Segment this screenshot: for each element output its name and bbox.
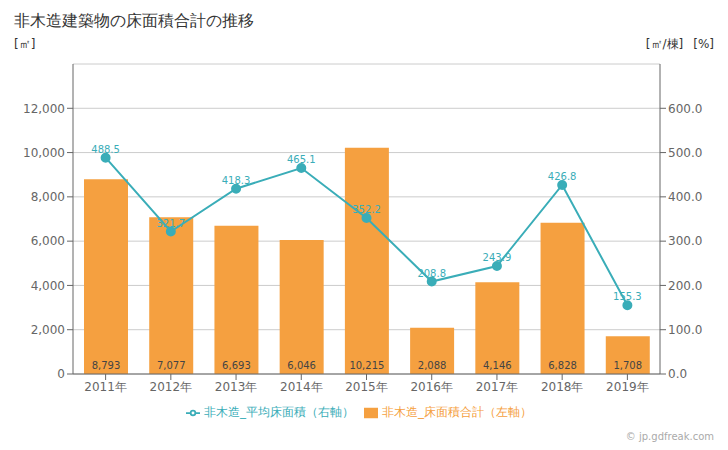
svg-text:2,088: 2,088 (418, 360, 447, 371)
svg-text:2015年: 2015年 (345, 380, 388, 394)
svg-text:0.0: 0.0 (668, 367, 687, 381)
svg-text:488.5: 488.5 (91, 144, 120, 155)
html-text:非木造建築物の床面積合計の推移: 非木造建築物の床面積合計の推移 (14, 11, 254, 30)
svg-text:2013年: 2013年 (215, 380, 258, 394)
svg-text:500.0: 500.0 (668, 146, 702, 160)
svg-text:2,000: 2,000 (31, 323, 65, 337)
svg-text:1,708: 1,708 (613, 360, 642, 371)
svg-text:208.8: 208.8 (417, 268, 446, 279)
svg-text:600.0: 600.0 (668, 102, 702, 116)
svg-text:12,000: 12,000 (23, 102, 65, 116)
svg-text:2014年: 2014年 (280, 380, 323, 394)
svg-text:155.3: 155.3 (613, 291, 642, 302)
html-text:© jp.gdfreak.com: © jp.gdfreak.com (625, 431, 714, 442)
svg-text:100.0: 100.0 (668, 323, 702, 337)
svg-text:243.9: 243.9 (483, 252, 512, 263)
svg-text:6,693: 6,693 (222, 360, 251, 371)
svg-text:200.0: 200.0 (668, 279, 702, 293)
svg-text:10,215: 10,215 (349, 360, 384, 371)
svg-text:2018年: 2018年 (541, 380, 584, 394)
svg-text:400.0: 400.0 (668, 190, 702, 204)
svg-text:10,000: 10,000 (23, 146, 65, 160)
svg-text:300.0: 300.0 (668, 234, 702, 248)
svg-text:7,077: 7,077 (157, 360, 186, 371)
svg-text:2019年: 2019年 (606, 380, 649, 394)
svg-text:418.3: 418.3 (222, 175, 251, 186)
svg-text:4,146: 4,146 (483, 360, 512, 371)
svg-text:321.7: 321.7 (157, 218, 186, 229)
html-text:非木造_平均床面積（右軸）: 非木造_平均床面積（右軸） (204, 405, 354, 419)
svg-text:352.2: 352.2 (352, 204, 381, 215)
svg-text:2011年: 2011年 (84, 380, 127, 394)
svg-text:6,828: 6,828 (548, 360, 577, 371)
svg-text:465.1: 465.1 (287, 154, 316, 165)
svg-text:2016年: 2016年 (410, 380, 453, 394)
svg-text:6,000: 6,000 (31, 234, 65, 248)
svg-text:426.8: 426.8 (548, 171, 577, 182)
svg-text:2017年: 2017年 (476, 380, 519, 394)
html-text:非木造_床面積合計（左軸）: 非木造_床面積合計（左軸） (382, 405, 532, 419)
svg-text:8,793: 8,793 (92, 360, 121, 371)
svg-text:8,000: 8,000 (31, 190, 65, 204)
svg-text:2012年: 2012年 (150, 380, 193, 394)
svg-text:0: 0 (57, 367, 65, 381)
svg-text:4,000: 4,000 (31, 279, 65, 293)
svg-text:6,046: 6,046 (287, 360, 316, 371)
html-text:[㎡/棟]: [㎡/棟] (645, 37, 684, 51)
